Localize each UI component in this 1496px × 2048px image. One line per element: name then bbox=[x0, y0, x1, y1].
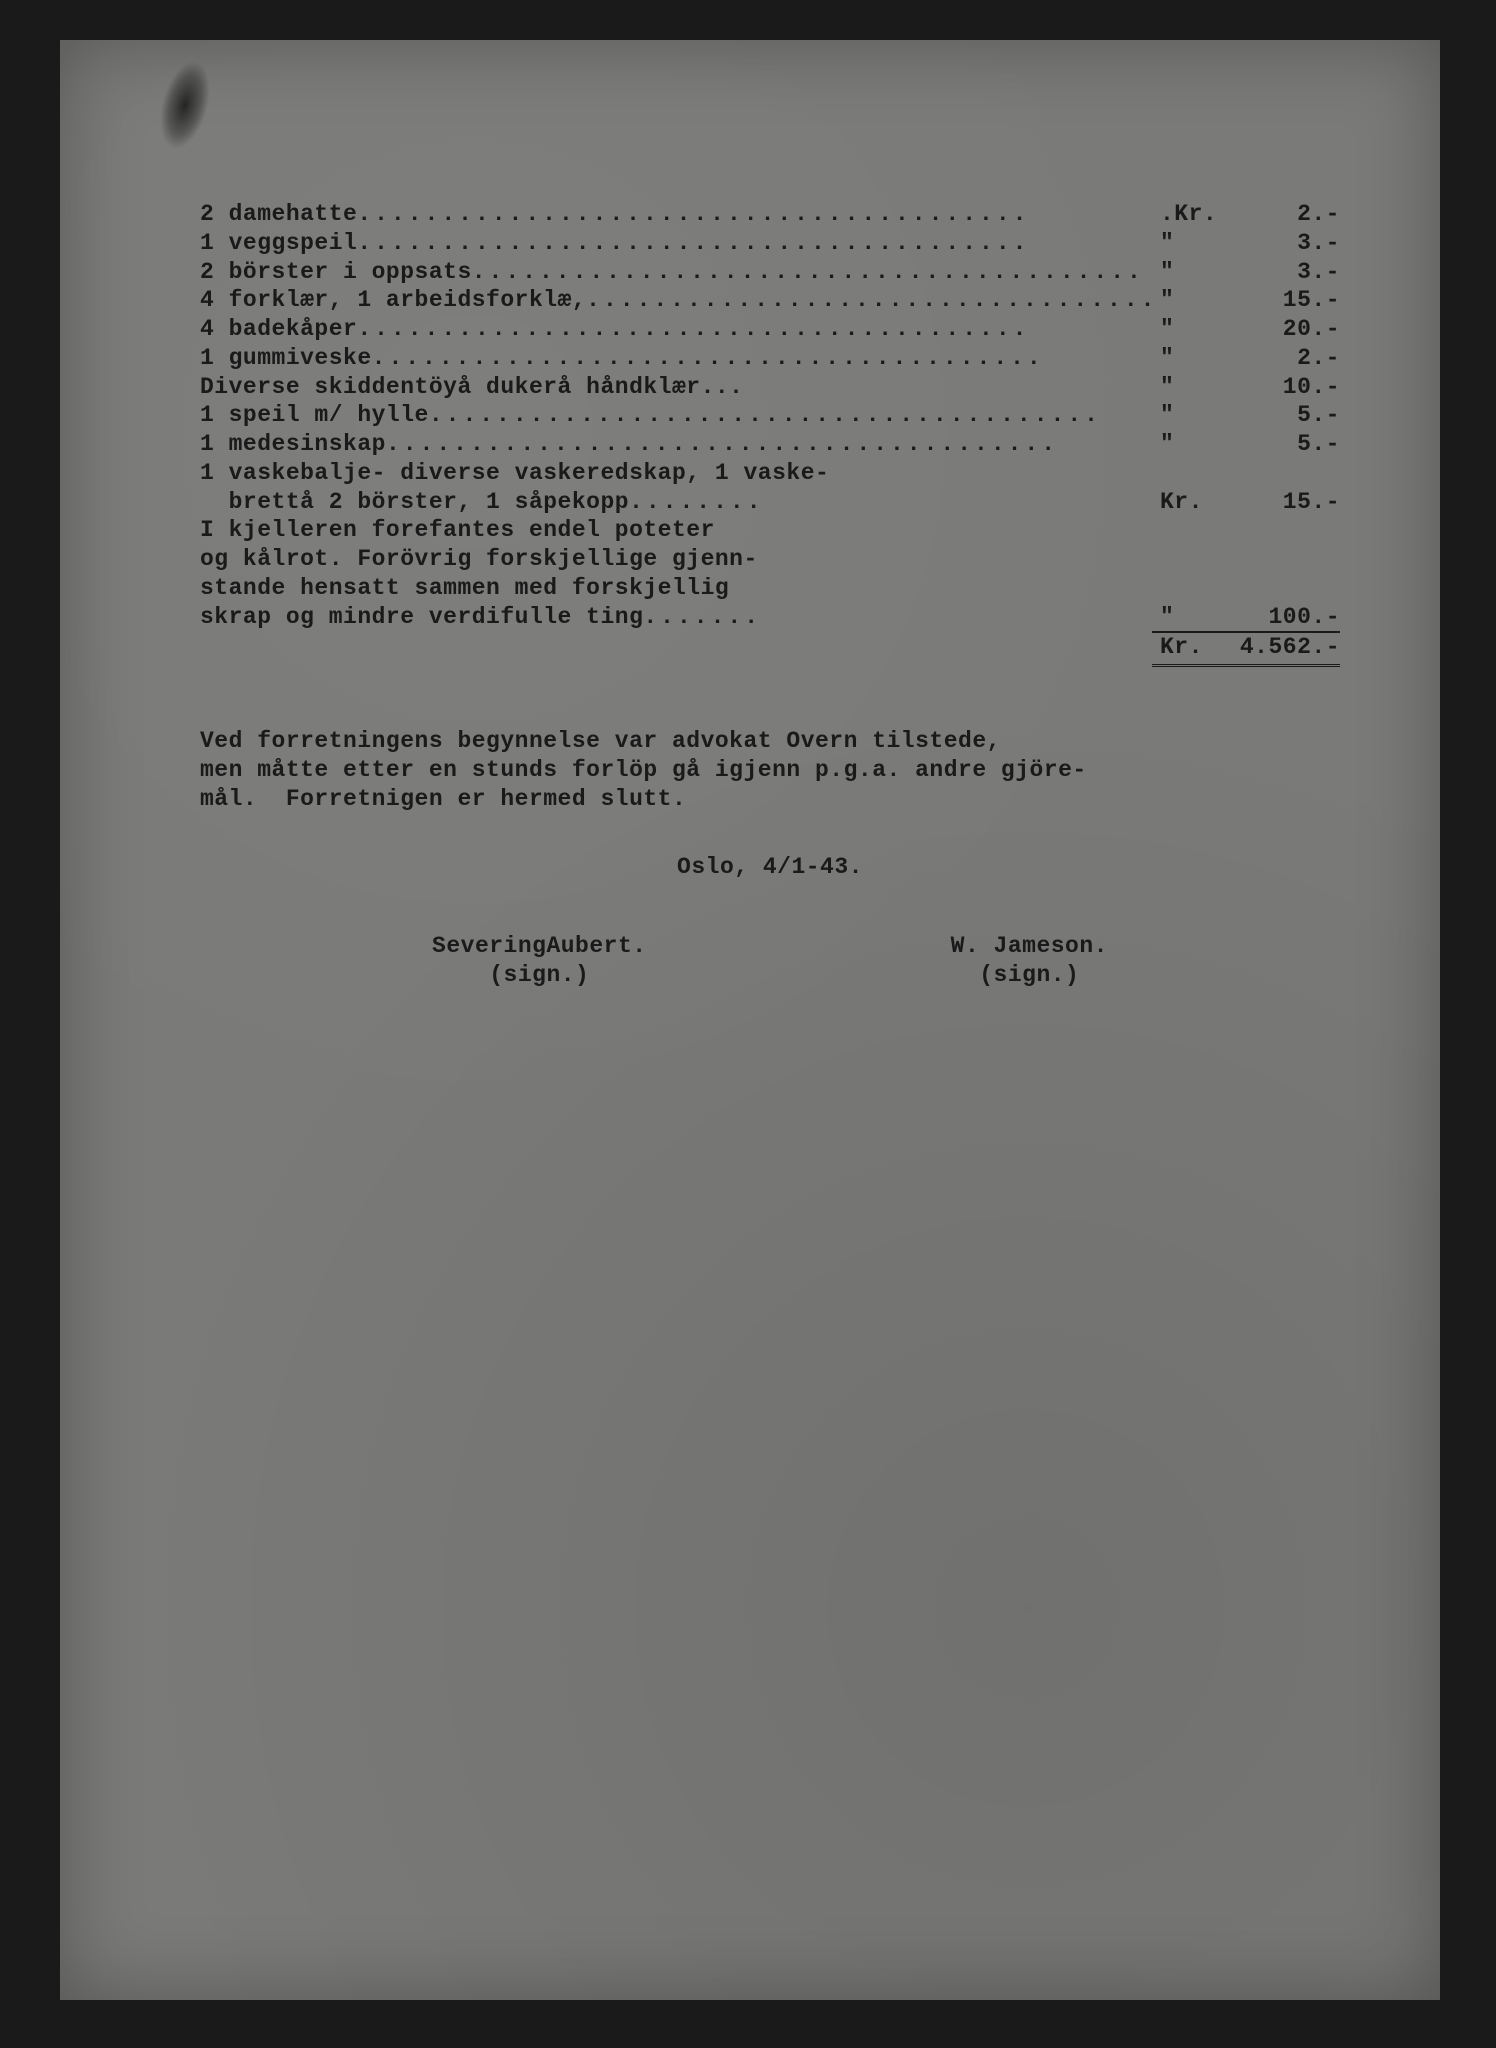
item-row: 2 börster i oppsats.....................… bbox=[200, 258, 1340, 287]
currency: .Kr. bbox=[1152, 200, 1220, 229]
signature-left: SeveringAubert. (sign.) bbox=[432, 932, 647, 990]
item-row: 2 damehatte.............................… bbox=[200, 200, 1340, 229]
closing-paragraph: Ved forretningens begynnelse var advokat… bbox=[200, 727, 1340, 813]
amount: 10.- bbox=[1220, 373, 1340, 402]
leader-dots: ........................................ bbox=[472, 258, 1152, 287]
item-row: Diverse skiddentöyå dukerå håndklær... "1… bbox=[200, 373, 1340, 402]
item-row: 1 gummiveske............................… bbox=[200, 344, 1340, 373]
item-desc: 2 börster i oppsats bbox=[200, 258, 472, 287]
leader-dots: ........................................ bbox=[386, 430, 1152, 459]
item-row-text: og kålrot. Forövrig forskjellige gjenn- bbox=[200, 545, 1340, 574]
signatures: SeveringAubert. (sign.) W. Jameson. (sig… bbox=[200, 932, 1340, 990]
signature-right: W. Jameson. (sign.) bbox=[951, 932, 1108, 990]
amount: 2.- bbox=[1220, 344, 1340, 373]
leader-dots: ........................................ bbox=[429, 401, 1152, 430]
currency: " bbox=[1152, 286, 1220, 315]
currency: " bbox=[1152, 229, 1220, 258]
item-row: 4 forklær, 1 arbeidsforklæ,.............… bbox=[200, 286, 1340, 315]
item-row: skrap og mindre verdifulle ting ....... … bbox=[200, 603, 1340, 634]
item-desc: 4 badekåper bbox=[200, 315, 357, 344]
item-row: 1 speil m/ hylle........................… bbox=[200, 401, 1340, 430]
item-row: brettå 2 börster, 1 såpekopp ........ Kr… bbox=[200, 488, 1340, 517]
signatory-name: W. Jameson. bbox=[951, 932, 1108, 961]
item-desc: og kålrot. Forövrig forskjellige gjenn- bbox=[200, 545, 758, 574]
currency: " bbox=[1152, 315, 1220, 344]
currency: Kr. bbox=[1152, 488, 1220, 517]
item-desc: 1 gummiveske bbox=[200, 344, 372, 373]
leader-dots: ........................................ bbox=[357, 229, 1152, 258]
item-desc: 1 medesinskap bbox=[200, 430, 386, 459]
item-desc: 2 damehatte bbox=[200, 200, 357, 229]
leader-dots: ....... bbox=[643, 603, 1152, 634]
currency: " bbox=[1152, 258, 1220, 287]
ink-smudge bbox=[140, 39, 229, 170]
item-row-text: stande hensatt sammen med forskjellig bbox=[200, 574, 1340, 603]
item-desc: 4 forklær, 1 arbeidsforklæ, bbox=[200, 286, 586, 315]
currency: " bbox=[1152, 344, 1220, 373]
item-row-multiline: 1 vaskebalje- diverse vaskeredskap, 1 va… bbox=[200, 459, 1340, 488]
amount: 2.- bbox=[1220, 200, 1340, 229]
item-desc: stande hensatt sammen med forskjellig bbox=[200, 574, 729, 603]
currency: " bbox=[1152, 430, 1220, 459]
item-row: 1 medesinskap...........................… bbox=[200, 430, 1340, 459]
amount: 100.- bbox=[1220, 603, 1340, 634]
amount: 15.- bbox=[1220, 488, 1340, 517]
leader-dots: ........................................ bbox=[357, 315, 1152, 344]
item-desc: 1 vaskebalje- diverse vaskeredskap, 1 va… bbox=[200, 459, 829, 488]
currency: " bbox=[1152, 373, 1220, 402]
document-page: 2 damehatte.............................… bbox=[60, 40, 1440, 2000]
leader-dots: ........................................ bbox=[357, 200, 1152, 229]
item-desc: Diverse skiddentöyå dukerå håndklær... bbox=[200, 373, 744, 402]
amount: 3.- bbox=[1220, 229, 1340, 258]
signatory-sign: (sign.) bbox=[432, 961, 647, 990]
item-desc: 1 speil m/ hylle bbox=[200, 401, 429, 430]
item-desc: brettå 2 börster, 1 såpekopp bbox=[200, 488, 629, 517]
leader-dots bbox=[744, 373, 1153, 402]
currency: " bbox=[1152, 401, 1220, 430]
amount: 15.- bbox=[1220, 286, 1340, 315]
total-amount: 4.562.- bbox=[1220, 633, 1340, 667]
leader-dots: ........ bbox=[629, 488, 1152, 517]
amount: 3.- bbox=[1220, 258, 1340, 287]
total-currency: Kr. bbox=[1152, 633, 1220, 667]
document-content: 2 damehatte.............................… bbox=[200, 200, 1340, 990]
amount: 5.- bbox=[1220, 430, 1340, 459]
signatory-sign: (sign.) bbox=[951, 961, 1108, 990]
item-desc: 1 veggspeil bbox=[200, 229, 357, 258]
item-row: 4 badekåper.............................… bbox=[200, 315, 1340, 344]
signatory-name: SeveringAubert. bbox=[432, 932, 647, 961]
item-row-text: I kjelleren forefantes endel poteter bbox=[200, 516, 1340, 545]
total-row: . Kr. 4.562.- bbox=[200, 633, 1340, 667]
date-place: Oslo, 4/1-43. bbox=[200, 853, 1340, 882]
item-row: 1 veggspeil.............................… bbox=[200, 229, 1340, 258]
currency: " bbox=[1152, 603, 1220, 634]
leader-dots: ........................................ bbox=[586, 286, 1152, 315]
amount: 20.- bbox=[1220, 315, 1340, 344]
amount: 5.- bbox=[1220, 401, 1340, 430]
item-desc: skrap og mindre verdifulle ting bbox=[200, 603, 643, 634]
leader-dots: ........................................ bbox=[372, 344, 1152, 373]
item-desc: I kjelleren forefantes endel poteter bbox=[200, 516, 715, 545]
